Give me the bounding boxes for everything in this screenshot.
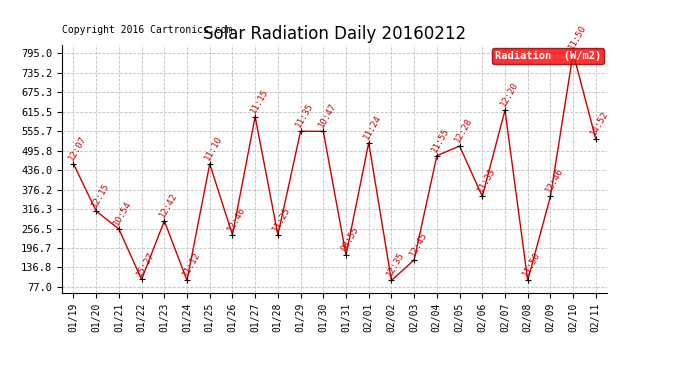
Text: 12:45: 12:45 (408, 230, 428, 258)
Text: 11:35: 11:35 (294, 102, 315, 129)
Text: 12:42: 12:42 (157, 191, 179, 219)
Text: 11:50: 11:50 (566, 23, 588, 51)
Text: 11:15: 11:15 (248, 87, 270, 115)
Text: 12:46: 12:46 (544, 167, 565, 195)
Text: 11:50: 11:50 (521, 251, 542, 279)
Text: 12:28: 12:28 (453, 116, 474, 144)
Text: 14:52: 14:52 (589, 110, 611, 138)
Text: 11:12: 11:12 (180, 251, 201, 279)
Text: 11:33: 11:33 (475, 167, 497, 195)
Text: 11:24: 11:24 (362, 113, 383, 141)
Text: 11:10: 11:10 (203, 134, 224, 162)
Text: 15:27: 15:27 (135, 250, 156, 278)
Text: 12:20: 12:20 (498, 80, 520, 108)
Text: 12:15: 12:15 (90, 182, 110, 209)
Text: 08:55: 08:55 (339, 225, 361, 253)
Text: 12:07: 12:07 (67, 134, 88, 162)
Text: 11:25: 11:25 (271, 205, 293, 233)
Text: 10:47: 10:47 (317, 102, 338, 129)
Text: Copyright 2016 Cartronics.com: Copyright 2016 Cartronics.com (62, 25, 233, 35)
Text: 10:54: 10:54 (112, 199, 133, 227)
Text: 11:55: 11:55 (430, 126, 451, 154)
Legend: Radiation  (W/m2): Radiation (W/m2) (491, 48, 604, 64)
Title: Solar Radiation Daily 20160212: Solar Radiation Daily 20160212 (203, 26, 466, 44)
Text: 12:35: 12:35 (385, 251, 406, 279)
Text: 12:46: 12:46 (226, 205, 247, 233)
